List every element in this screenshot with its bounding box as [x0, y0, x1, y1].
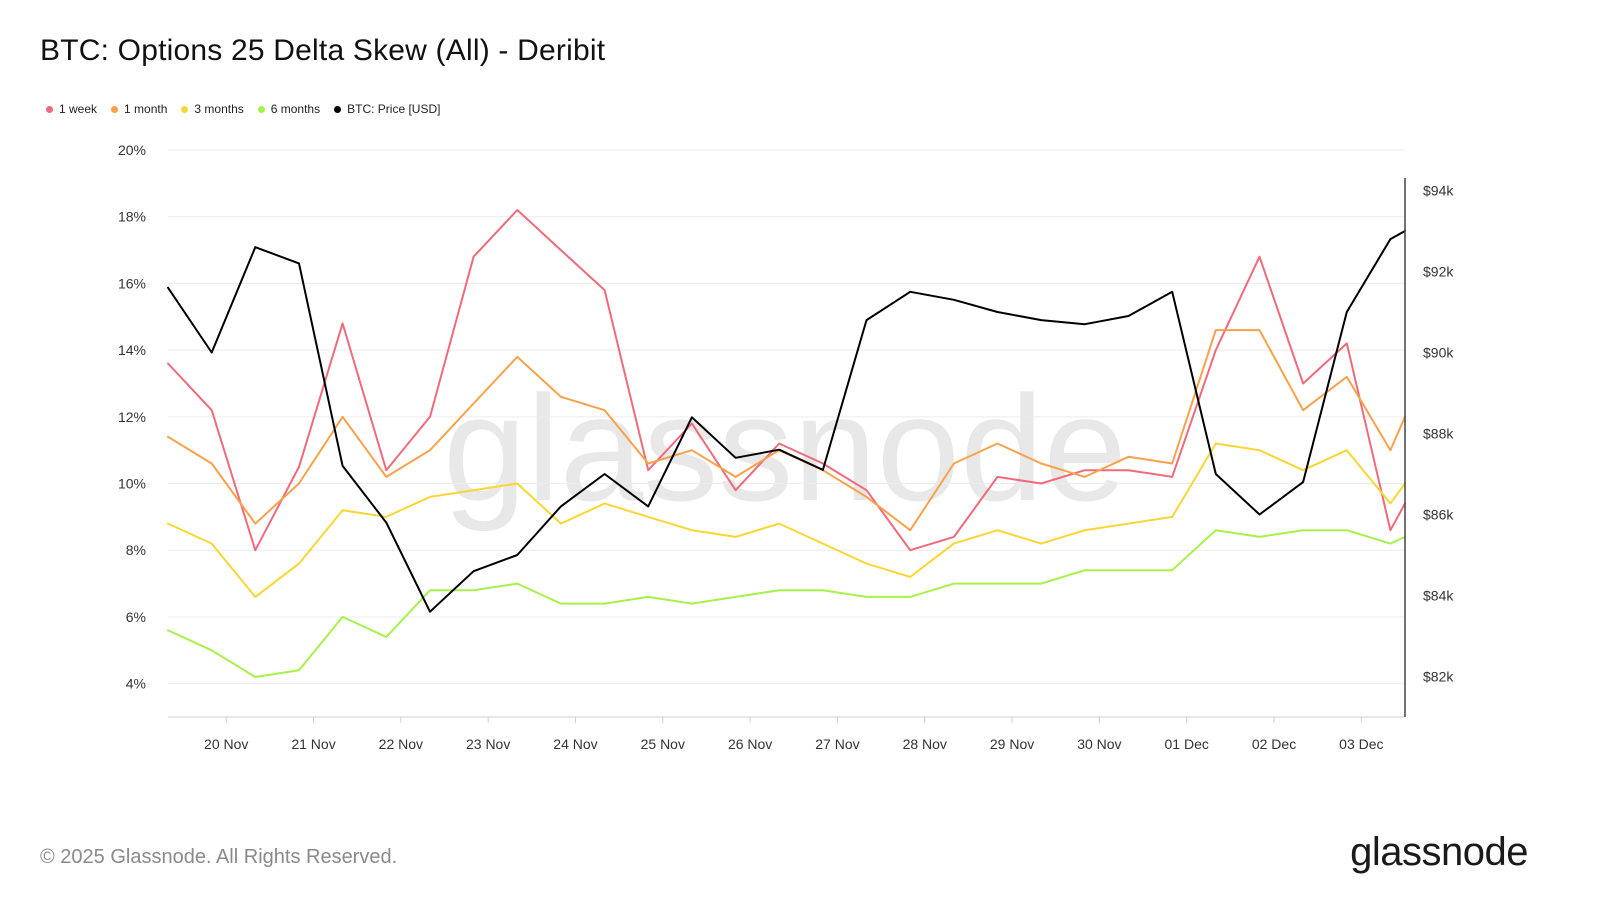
x-tick-label: 28 Nov: [903, 736, 947, 752]
legend-dot-1-month: [111, 105, 119, 113]
y-left-tick-label: 4%: [126, 676, 146, 692]
legend-dot-1-week: [46, 105, 53, 113]
copyright-text: © 2025 Glassnode. All Rights Reserved.: [40, 846, 398, 868]
skew-chart: glassnode 4% 6% 8% 10% 12% 14% 16% 18% 20% $82k $8…: [118, 142, 1454, 752]
chart-title: BTC: Options 25 Delta Skew (All) - Derib…: [40, 34, 606, 67]
x-tick-label: 30 Nov: [1077, 736, 1121, 752]
y-right-tick-label: $90k: [1423, 345, 1454, 361]
x-tick-label: 24 Nov: [553, 736, 597, 752]
y-left-tick-label: 18%: [118, 209, 146, 225]
legend-item-1-month[interactable]: 1 month: [111, 102, 167, 116]
y-left-tick-label: 8%: [126, 542, 146, 558]
legend-item-6-months[interactable]: 6 months: [257, 102, 321, 116]
legend-dot-btc-price: [334, 105, 342, 113]
y-left-tick-label: 6%: [126, 609, 146, 625]
glassnode-logo[interactable]: glassnode: [1350, 830, 1528, 874]
y-right-tick-label: $92k: [1423, 264, 1454, 280]
legend-label-3-months: 3 months: [194, 102, 244, 116]
y-left-tick-label: 14%: [118, 342, 146, 358]
x-tick-label: 21 Nov: [291, 736, 335, 752]
grid-lines: [168, 149, 1405, 685]
legend-label-1-month: 1 month: [124, 102, 168, 116]
y-left-tick-label: 16%: [118, 275, 146, 291]
x-tick-label: 01 Dec: [1165, 736, 1209, 752]
y-right-tick-label: $88k: [1423, 426, 1454, 442]
x-tick-label: 27 Nov: [815, 736, 859, 752]
y-right-tick-label: $84k: [1423, 588, 1454, 604]
y-right-tick-label: $82k: [1423, 669, 1454, 685]
x-tick-label: 26 Nov: [728, 736, 772, 752]
legend: 1 week 1 month 3 months 6 months BTC: Pr…: [46, 102, 440, 116]
legend-dot-6-months: [257, 105, 265, 113]
axes: 4% 6% 8% 10% 12% 14% 16% 18% 20% $82k $84k $86k $88k…: [118, 142, 1454, 752]
legend-item-btc-price[interactable]: BTC: Price [USD]: [334, 102, 440, 116]
x-tick-label: 20 Nov: [204, 736, 248, 752]
series-line-6-months: [167, 529, 1406, 678]
legend-label-6-months: 6 months: [270, 102, 321, 116]
x-tick-label: 03 Dec: [1339, 736, 1383, 752]
legend-dot-3-months: [181, 105, 189, 113]
y-left-tick-label: 12%: [118, 409, 146, 425]
legend-label-btc-price: BTC: Price [USD]: [347, 102, 441, 116]
series-line-btc-price-usd: [167, 230, 1406, 613]
x-tick-label: 23 Nov: [466, 736, 510, 752]
legend-item-3-months[interactable]: 3 months: [181, 102, 244, 116]
y-left-tick-label: 10%: [118, 476, 146, 492]
series-line-1-week: [167, 209, 1406, 552]
legend-label-1-week: 1 week: [59, 102, 98, 116]
series-line-3-months: [167, 442, 1406, 598]
y-right-tick-label: $86k: [1423, 507, 1454, 523]
x-tick-label: 25 Nov: [641, 736, 685, 752]
watermark: glassnode: [443, 364, 1127, 532]
x-tick-label: 29 Nov: [990, 736, 1034, 752]
y-left-tick-label: 20%: [118, 142, 146, 158]
legend-item-1-week[interactable]: 1 week: [46, 102, 97, 116]
y-right-tick-label: $94k: [1423, 183, 1454, 199]
series-lines: [167, 209, 1406, 678]
x-tick-label: 22 Nov: [379, 736, 423, 752]
x-tick-label: 02 Dec: [1252, 736, 1296, 752]
